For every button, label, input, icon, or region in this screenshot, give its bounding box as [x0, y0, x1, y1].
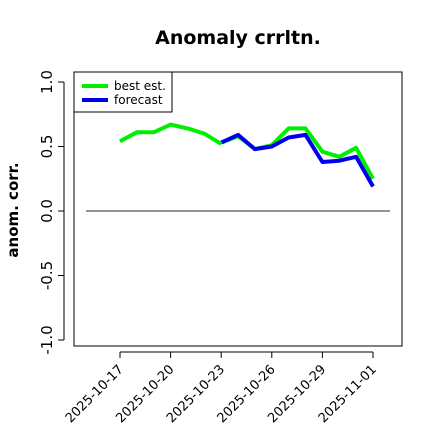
y-tick-label: 0.5: [38, 135, 56, 159]
legend-label: forecast: [114, 93, 163, 107]
y-tick-label: 0.0: [38, 199, 56, 223]
y-tick-label: -1.0: [38, 325, 56, 354]
y-tick-label: 1.0: [38, 70, 56, 94]
plot-frame: [73, 71, 403, 347]
y-axis-label: anom. corr.: [4, 162, 22, 257]
series-line-forecast: [220, 132, 375, 188]
y-tick-label: -0.5: [38, 261, 56, 290]
series-line-best-est: [119, 122, 223, 146]
legend-label: best est.: [114, 79, 166, 93]
chart-title: Anomaly crrltn.: [155, 27, 321, 49]
legend-box: [73, 71, 173, 113]
